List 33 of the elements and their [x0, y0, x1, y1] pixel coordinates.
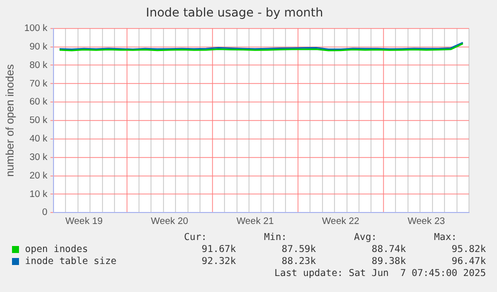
y-tick-label: 50 k	[29, 115, 48, 126]
y-tick-label: 80 k	[29, 60, 48, 71]
text: Cur:	[184, 232, 207, 243]
text: Avg:	[354, 232, 377, 243]
y-tick-label: 10 k	[29, 188, 48, 200]
text: 92.32k	[202, 256, 236, 267]
y-tick-label: 20 k	[29, 170, 48, 182]
legend-label: open inodes	[24, 244, 88, 255]
x-tick-label: Week 22	[322, 216, 360, 227]
text: Last update: Sat Jun 7 07:45:00 2025	[274, 268, 486, 279]
x-tick-label: Week 21	[236, 216, 274, 227]
x-tick-label: Week 19	[65, 216, 103, 227]
y-tick-label: 70 k	[29, 78, 48, 90]
y-tick-label: 30 k	[29, 152, 48, 163]
text: 89.38k	[372, 256, 406, 267]
text: Min:	[264, 232, 287, 243]
text: 87.59k	[282, 244, 316, 255]
text: Max:	[434, 232, 457, 243]
y-axis-title: number of open inodes	[4, 64, 17, 177]
text: 95.82k	[452, 244, 486, 255]
text: 88.23k	[282, 256, 316, 267]
y-tick-label: 90 k	[29, 41, 48, 52]
x-tick-label: Week 23	[408, 216, 445, 227]
y-tick-label: 100 k	[24, 23, 48, 34]
legend-label: inode table size	[24, 256, 117, 267]
text: 96.47k	[452, 256, 486, 267]
y-tick-label: 40 k	[29, 134, 48, 145]
text: 88.74k	[372, 244, 406, 255]
x-tick-label: Week 20	[150, 216, 188, 227]
y-tick-label: 60 k	[29, 96, 48, 108]
chart-title: Inode table usage - by month	[146, 5, 324, 20]
text: 91.67k	[202, 244, 236, 255]
y-tick-label: 0	[42, 207, 48, 218]
